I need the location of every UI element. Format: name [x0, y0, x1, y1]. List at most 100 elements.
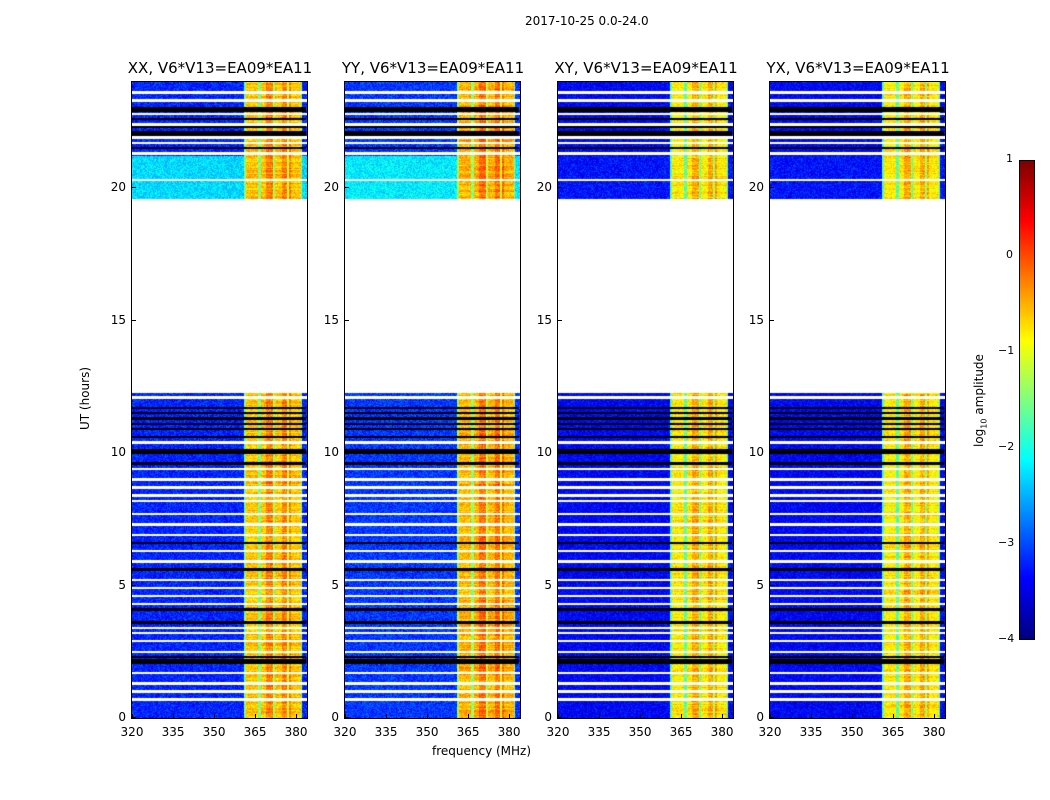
x-tick — [722, 714, 724, 718]
x-tick — [509, 714, 511, 718]
x-tick — [296, 714, 298, 718]
colorbar-tick-label: −3 — [998, 536, 1015, 549]
y-tick-label: 5 — [544, 577, 552, 592]
x-tick-label: 320 — [546, 725, 570, 739]
x-tick — [214, 714, 216, 718]
heatmap-image — [770, 82, 945, 718]
y-tick — [132, 319, 136, 321]
y-tick — [770, 717, 774, 718]
y-tick — [345, 452, 349, 453]
x-tick — [558, 714, 559, 718]
x-tick-label: 365 — [456, 725, 480, 739]
y-tick — [132, 452, 136, 453]
x-tick — [599, 714, 601, 718]
heatmap-panel-3 — [769, 81, 946, 719]
x-tick — [427, 714, 429, 718]
x-tick — [468, 714, 470, 718]
heatmap-panel-1 — [344, 81, 521, 719]
colorbar-tick-label: 0 — [1006, 248, 1013, 261]
y-tick — [770, 187, 774, 188]
colorbar-tick-label: −2 — [998, 440, 1015, 453]
x-tick — [132, 714, 133, 718]
heatmap-image — [558, 82, 733, 718]
x-tick-label: 380 — [497, 725, 521, 739]
x-tick-label: 335 — [374, 725, 398, 739]
y-tick — [132, 187, 136, 188]
panel-title: XX, V6*V13=EA09*EA11 — [127, 59, 313, 77]
colorbar-label: log10 amplitude — [972, 354, 989, 447]
panel-title: YY, V6*V13=EA09*EA11 — [341, 59, 525, 77]
x-tick — [852, 714, 854, 718]
figure-title: 2017-10-25 0.0-24.0 — [525, 14, 649, 28]
x-tick — [345, 714, 346, 718]
x-tick-label: 365 — [669, 725, 693, 739]
x-tick-label: 350 — [415, 725, 439, 739]
x-tick — [934, 714, 936, 718]
y-tick-label: 10 — [110, 445, 126, 459]
y-tick — [558, 319, 562, 321]
y-tick-label: 10 — [323, 445, 339, 459]
y-tick — [770, 584, 774, 586]
x-tick-label: 320 — [758, 725, 782, 739]
x-axis-label: frequency (MHz) — [432, 744, 532, 758]
x-tick — [386, 714, 388, 718]
heatmap-image — [132, 82, 307, 718]
x-tick-label: 320 — [333, 725, 357, 739]
y-axis-label: UT (hours) — [78, 366, 92, 430]
panel-title: XY, V6*V13=EA09*EA11 — [554, 59, 738, 77]
x-tick-label: 380 — [710, 725, 734, 739]
x-tick — [255, 714, 257, 718]
y-tick — [132, 584, 136, 586]
x-tick — [811, 714, 813, 718]
y-tick-label: 0 — [118, 710, 126, 724]
x-tick-label: 335 — [161, 725, 185, 739]
x-tick-label: 365 — [881, 725, 905, 739]
x-tick-label: 320 — [120, 725, 144, 739]
y-tick — [345, 584, 349, 586]
y-tick — [345, 319, 349, 321]
y-tick-label: 10 — [536, 445, 552, 459]
x-tick — [893, 714, 895, 718]
colorbar — [1019, 160, 1035, 640]
y-tick-label: 15 — [323, 312, 339, 327]
y-tick — [770, 319, 774, 321]
x-tick-label: 335 — [587, 725, 611, 739]
x-tick — [173, 714, 175, 718]
y-tick-label: 0 — [756, 710, 764, 724]
colorbar-tick-label: −4 — [998, 632, 1015, 645]
y-tick-label: 5 — [756, 577, 764, 592]
x-tick-label: 365 — [243, 725, 267, 739]
y-tick-label: 10 — [748, 445, 764, 459]
x-tick — [681, 714, 683, 718]
y-tick-label: 20 — [536, 180, 552, 194]
y-tick-label: 15 — [748, 312, 764, 327]
x-tick-label: 380 — [922, 725, 946, 739]
heatmap-image — [345, 82, 520, 718]
x-tick-label: 350 — [202, 725, 226, 739]
y-tick-label: 20 — [748, 180, 764, 194]
y-tick-label: 5 — [331, 577, 339, 592]
heatmap-panel-2 — [557, 81, 734, 719]
y-tick-label: 20 — [110, 180, 126, 194]
y-tick — [558, 717, 562, 718]
y-tick-label: 20 — [323, 180, 339, 194]
y-tick — [345, 187, 349, 188]
y-tick — [132, 717, 136, 718]
colorbar-tick-label: 1 — [1006, 152, 1013, 165]
y-tick — [558, 452, 562, 453]
x-tick — [770, 714, 771, 718]
y-tick-label: 15 — [536, 312, 552, 327]
y-tick-label: 5 — [118, 577, 126, 592]
colorbar-tick-label: −1 — [998, 344, 1015, 357]
y-tick-label: 15 — [110, 312, 126, 327]
x-tick-label: 350 — [628, 725, 652, 739]
y-tick — [345, 717, 349, 718]
x-tick — [640, 714, 642, 718]
y-tick — [770, 452, 774, 453]
y-tick — [558, 584, 562, 586]
y-tick — [558, 187, 562, 188]
x-tick-label: 350 — [840, 725, 864, 739]
y-tick-label: 0 — [544, 710, 552, 724]
panel-title: YX, V6*V13=EA09*EA11 — [766, 59, 950, 77]
